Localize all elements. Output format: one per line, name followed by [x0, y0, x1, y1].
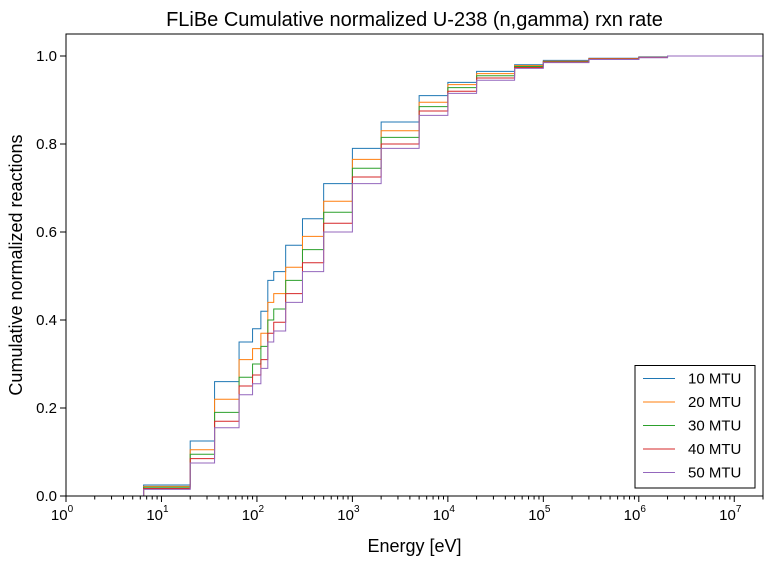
- y-tick-label: 0.4: [36, 312, 57, 329]
- legend-label: 10 MTU: [688, 371, 741, 388]
- x-tick-label: 104: [433, 504, 456, 524]
- series-layer: [66, 55, 763, 497]
- x-tick-label: 101: [146, 504, 169, 524]
- x-axis-label: Energy [eV]: [367, 536, 461, 556]
- x-tick-label: 100: [51, 504, 74, 524]
- series-line-5: [66, 55, 763, 497]
- x-axis: 100 101 102 103 104 105 106 107: [51, 496, 764, 524]
- y-axis: 0.0 0.2 0.4 0.6 0.8 1.0: [36, 48, 66, 505]
- legend-box: [634, 365, 756, 489]
- legend-label: 50 MTU: [688, 465, 741, 482]
- chart-title: FLiBe Cumulative normalized U-238 (n,gam…: [166, 9, 663, 31]
- legend-label: 40 MTU: [688, 441, 741, 458]
- y-tick-label: 0.2: [36, 400, 57, 417]
- x-tick-label: 105: [528, 504, 551, 524]
- y-tick-label: 0.6: [36, 224, 57, 241]
- legend-label: 30 MTU: [688, 418, 741, 435]
- y-tick-label: 0.0: [36, 488, 57, 505]
- x-tick-label: 106: [624, 504, 647, 524]
- legend: 10 MTU 20 MTU 30 MTU 40 MTU 50 MTU: [634, 365, 756, 489]
- y-tick-label: 1.0: [36, 48, 57, 65]
- plot-frame: [65, 33, 764, 497]
- x-tick-label: 107: [719, 504, 742, 524]
- y-axis-label: Cumulative normalized reactions: [6, 134, 26, 395]
- y-tick-label: 0.8: [36, 136, 57, 153]
- x-tick-label: 102: [242, 504, 265, 524]
- x-tick-label: 103: [337, 504, 360, 524]
- legend-label: 20 MTU: [688, 394, 741, 411]
